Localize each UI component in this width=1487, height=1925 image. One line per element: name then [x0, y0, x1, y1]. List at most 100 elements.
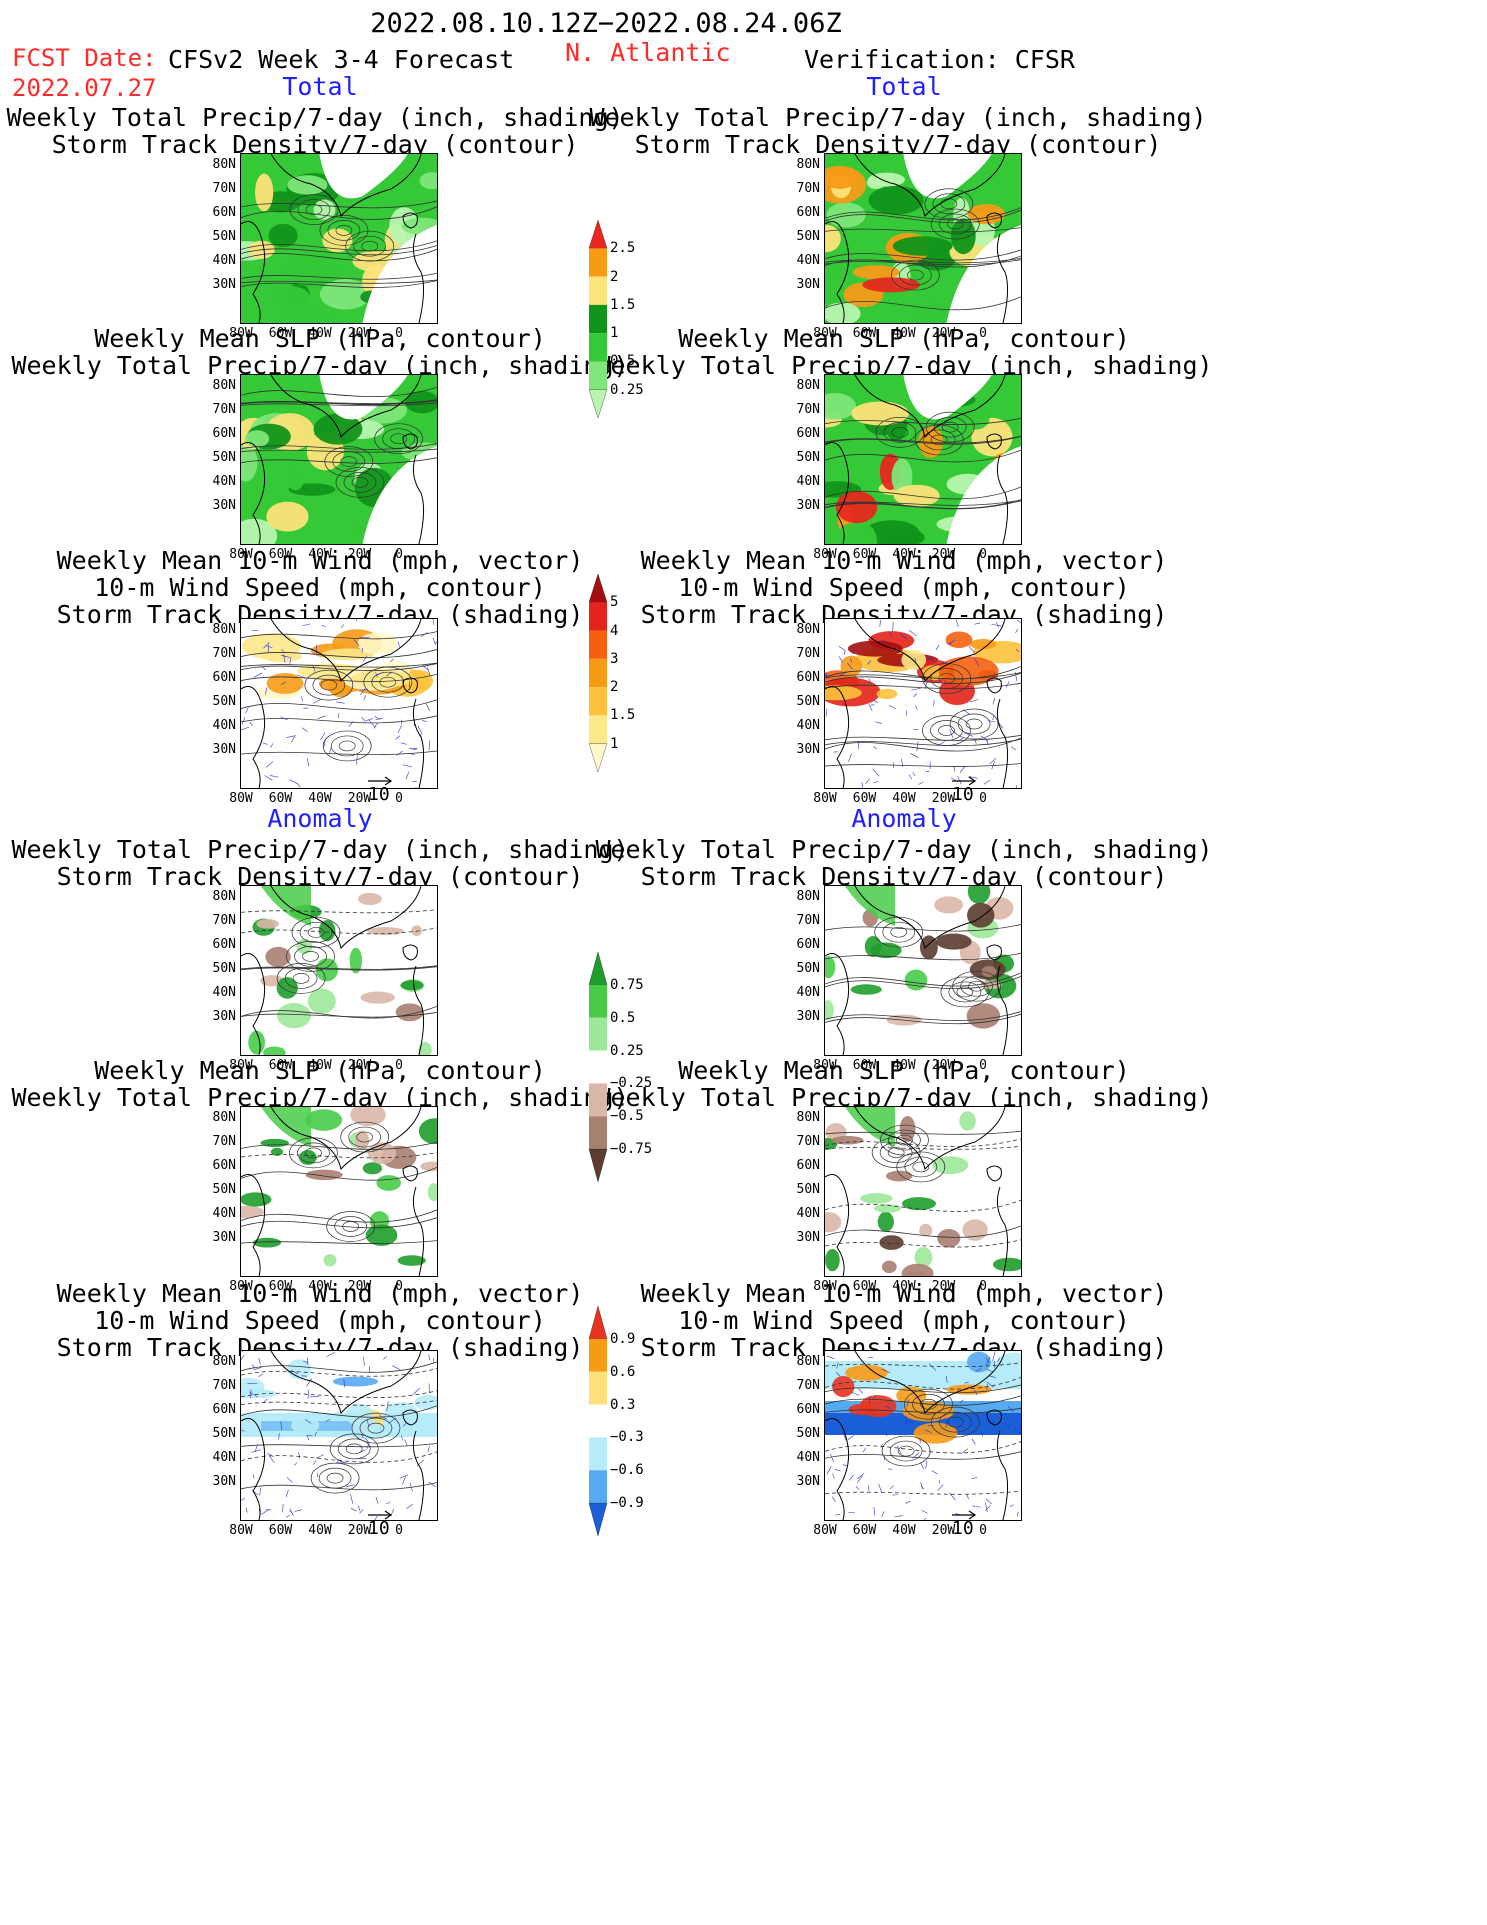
map-cfsr-total-storm	[824, 153, 1022, 324]
panel-title-cfsr-total-storm: Weekly Total Precip/7-day (inch, shading…	[589, 104, 1206, 158]
colorbar-label: 1.5	[610, 707, 635, 723]
region-title: N. Atlantic	[565, 38, 731, 67]
lat-tick-label: 60N	[202, 426, 236, 441]
verification-title: Verification: CFSR	[804, 45, 1075, 74]
lon-tick-label: 0	[395, 791, 403, 806]
lat-tick-label: 70N	[202, 646, 236, 661]
lon-tick-label: 40W	[892, 1279, 915, 1294]
lat-tick-label: 50N	[202, 229, 236, 244]
map-canvas	[241, 154, 437, 323]
lon-tick-label: 20W	[932, 1058, 955, 1073]
lon-tick-label: 0	[979, 547, 987, 562]
lat-tick-label: 70N	[202, 1134, 236, 1149]
lon-tick-label: 80W	[229, 547, 252, 562]
colorbar-label: −0.25	[610, 1075, 652, 1091]
lat-tick-label: 30N	[786, 1230, 820, 1245]
map-cfsr-total-wind	[824, 618, 1022, 789]
map-cfsr-anom-storm	[824, 885, 1022, 1056]
lat-tick-label: 70N	[202, 181, 236, 196]
lat-tick-label: 50N	[202, 694, 236, 709]
lon-tick-label: 80W	[229, 326, 252, 341]
lon-tick-label: 60W	[269, 326, 292, 341]
lat-tick-label: 80N	[202, 378, 236, 393]
lon-tick-label: 20W	[932, 1523, 955, 1538]
lon-tick-label: 80W	[813, 1523, 836, 1538]
colorbar-label: 0.3	[610, 1397, 635, 1413]
lat-tick-label: 40N	[202, 1450, 236, 1465]
lon-tick-label: 60W	[269, 1279, 292, 1294]
lat-tick-label: 80N	[202, 889, 236, 904]
colorbar-label: 2	[610, 679, 618, 695]
lat-tick-label: 70N	[202, 913, 236, 928]
colorbar-label: 4	[610, 623, 618, 639]
lon-tick-label: 20W	[348, 547, 371, 562]
lon-tick-label: 60W	[853, 1523, 876, 1538]
fcst-date-value: 2022.07.27	[12, 74, 157, 102]
period-title: 2022.08.10.12Z−2022.08.24.06Z	[370, 8, 841, 39]
lat-tick-label: 50N	[786, 450, 820, 465]
map-canvas	[825, 886, 1021, 1055]
lon-tick-label: 0	[979, 1523, 987, 1538]
lon-tick-label: 60W	[269, 791, 292, 806]
lat-tick-label: 30N	[786, 498, 820, 513]
vector-ref-fcst-total: 10	[368, 784, 390, 805]
colorbar-label: 1.5	[610, 297, 635, 313]
colorbar-label: 0.75	[610, 977, 644, 993]
lat-tick-label: 70N	[202, 1378, 236, 1393]
lon-tick-label: 80W	[813, 1058, 836, 1073]
lat-tick-label: 70N	[786, 402, 820, 417]
lat-tick-label: 50N	[202, 961, 236, 976]
colorbar-label: 0.25	[610, 382, 644, 398]
map-cfsr-total-slp	[824, 374, 1022, 545]
lon-tick-label: 0	[979, 1058, 987, 1073]
lon-tick-label: 40W	[308, 1279, 331, 1294]
colorbar-label: −0.5	[610, 1108, 644, 1124]
lat-tick-label: 60N	[202, 670, 236, 685]
map-canvas	[241, 1351, 437, 1520]
lat-tick-label: 40N	[202, 1206, 236, 1221]
model-title: CFSv2 Week 3-4 Forecast	[168, 45, 514, 74]
colorbar-storm-anom: 0.9 0.6 0.3 −0.3 −0.6 −0.9	[588, 1306, 648, 1546]
lat-tick-label: 60N	[786, 205, 820, 220]
lat-tick-label: 60N	[786, 937, 820, 952]
lat-tick-label: 30N	[202, 742, 236, 757]
lat-tick-label: 60N	[202, 1402, 236, 1417]
panel-title-cfsr-anom-storm: Weekly Total Precip/7-day (inch, shading…	[595, 836, 1212, 890]
colorbar-label: 5	[610, 594, 618, 610]
map-cfsr-anom-wind	[824, 1350, 1022, 1521]
lat-tick-label: 60N	[786, 670, 820, 685]
section-anomaly-right: Anomaly	[851, 804, 956, 833]
lon-tick-label: 20W	[932, 547, 955, 562]
lon-tick-label: 80W	[813, 791, 836, 806]
lon-tick-label: 40W	[892, 326, 915, 341]
vector-ref-cfsr-total: 10	[952, 784, 974, 805]
map-canvas	[825, 1351, 1021, 1520]
colorbar-label: −0.6	[610, 1462, 644, 1478]
lat-tick-label: 30N	[202, 1474, 236, 1489]
lat-tick-label: 80N	[786, 378, 820, 393]
lon-tick-label: 40W	[308, 791, 331, 806]
lon-tick-label: 40W	[892, 547, 915, 562]
lat-tick-label: 40N	[202, 253, 236, 268]
lat-tick-label: 60N	[202, 205, 236, 220]
lon-tick-label: 40W	[308, 1058, 331, 1073]
colorbar-storm-density: 5 4 3 2 1.5 1	[588, 574, 648, 814]
map-canvas	[825, 375, 1021, 544]
lat-tick-label: 40N	[202, 718, 236, 733]
lat-tick-label: 60N	[786, 1158, 820, 1173]
map-canvas	[241, 886, 437, 1055]
colorbar-label: 0.5	[610, 1010, 635, 1026]
lat-tick-label: 50N	[202, 1182, 236, 1197]
lon-tick-label: 80W	[229, 1058, 252, 1073]
colorbar-label: −0.3	[610, 1429, 644, 1445]
lon-tick-label: 60W	[853, 1279, 876, 1294]
lat-tick-label: 30N	[786, 742, 820, 757]
lon-tick-label: 20W	[348, 791, 371, 806]
lon-tick-label: 40W	[892, 1058, 915, 1073]
colorbar-label: −0.75	[610, 1141, 652, 1157]
lon-tick-label: 40W	[308, 547, 331, 562]
lat-tick-label: 30N	[202, 1009, 236, 1024]
lat-tick-label: 30N	[786, 277, 820, 292]
lat-tick-label: 40N	[786, 1450, 820, 1465]
lat-tick-label: 30N	[786, 1474, 820, 1489]
